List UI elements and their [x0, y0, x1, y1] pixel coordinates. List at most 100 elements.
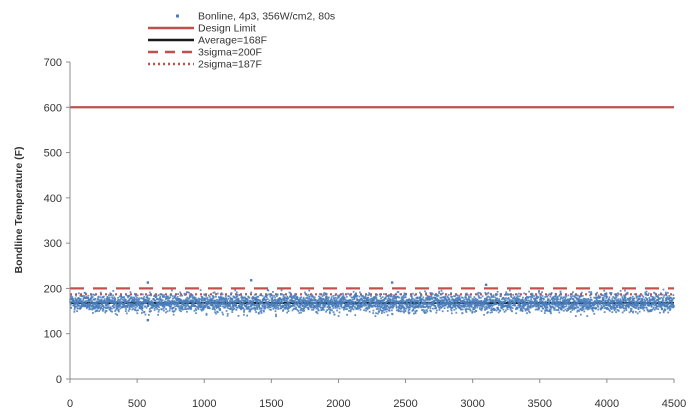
scatter-point: [202, 302, 205, 305]
scatter-point: [385, 295, 388, 297]
scatter-point: [299, 298, 302, 301]
scatter-point: [441, 304, 444, 307]
scatter-point: [446, 295, 449, 298]
scatter-point: [482, 301, 485, 304]
scatter-point: [200, 306, 203, 308]
scatter-point: [386, 304, 389, 307]
scatter-point: [437, 294, 440, 297]
scatter-point: [642, 295, 645, 298]
scatter-point: [82, 302, 85, 305]
scatter-point: [269, 295, 272, 298]
scatter-point: [176, 299, 178, 302]
scatter-point: [490, 296, 493, 299]
scatter-point: [332, 294, 335, 297]
scatter-point: [602, 296, 605, 299]
scatter-point: [103, 298, 106, 300]
scatter-point: [651, 308, 653, 311]
scatter-point: [654, 303, 657, 305]
scatter-point: [424, 306, 427, 309]
scatter-point: [95, 301, 98, 304]
scatter-point: [535, 304, 538, 307]
scatter-point: [310, 295, 313, 298]
scatter-point: [538, 303, 541, 305]
scatter-point: [128, 308, 131, 310]
scatter-point: [85, 296, 88, 299]
scatter-point: [413, 294, 416, 297]
scatter-point: [618, 302, 621, 305]
scatter-point: [410, 300, 413, 303]
scatter-point: [475, 301, 478, 303]
scatter-point: [259, 294, 261, 297]
scatter-point: [169, 305, 172, 308]
scatter-point: [544, 296, 547, 298]
scatter-point: [230, 293, 232, 296]
scatter-point: [507, 303, 510, 306]
scatter-point: [235, 298, 238, 301]
scatter-point: [621, 300, 623, 303]
scatter-point: [608, 296, 611, 299]
scatter-point: [564, 308, 567, 311]
scatter-point: [273, 302, 275, 305]
scatter-point: [648, 302, 651, 304]
scatter-point: [316, 299, 319, 302]
scatter-point: [398, 309, 400, 312]
scatter-point: [459, 298, 462, 301]
scatter-point: [352, 303, 355, 306]
scatter-point: [293, 294, 296, 297]
scatter-point: [242, 307, 244, 310]
scatter-point: [364, 304, 366, 307]
scatter-point: [428, 296, 431, 299]
scatter-point: [307, 297, 309, 300]
scatter-point: [141, 312, 143, 314]
scatter-point: [567, 306, 570, 308]
scatter-point: [164, 300, 166, 303]
scatter-point: [322, 304, 324, 306]
scatter-point: [425, 297, 428, 300]
scatter-point: [662, 296, 665, 299]
scatter-point: [189, 308, 192, 311]
scatter-point: [659, 292, 662, 295]
scatter-point: [389, 304, 392, 306]
scatter-point: [98, 306, 100, 309]
scatter-point: [442, 300, 445, 302]
scatter-point: [91, 305, 93, 308]
scatter-point: [206, 296, 209, 299]
scatter-point: [467, 304, 470, 307]
scatter-point: [117, 304, 120, 307]
scatter-point: [461, 312, 464, 315]
scatter-point: [311, 295, 314, 298]
scatter-point: [161, 293, 164, 296]
scatter-point: [307, 293, 310, 296]
scatter-point: [383, 304, 386, 307]
scatter-point: [378, 300, 381, 303]
scatter-point: [443, 302, 446, 305]
scatter-point: [567, 298, 570, 301]
scatter-point: [165, 304, 168, 307]
scatter-point: [117, 308, 120, 311]
scatter-point: [333, 298, 335, 301]
scatter-point: [295, 300, 298, 303]
scatter-point: [229, 299, 231, 302]
scatter-point: [102, 308, 105, 311]
scatter-point: [579, 301, 582, 303]
scatter-point: [589, 298, 592, 301]
scatter-point: [535, 294, 538, 297]
scatter-point: [464, 305, 467, 308]
scatter-point: [625, 309, 628, 311]
scatter-point: [340, 298, 343, 301]
scatter-point: [206, 303, 209, 306]
scatter-point: [515, 312, 518, 315]
scatter-point: [455, 311, 458, 314]
scatter-point: [92, 293, 95, 296]
scatter-point: [142, 303, 144, 306]
scatter-point: [597, 294, 600, 297]
scatter-point: [453, 303, 456, 306]
scatter-point: [367, 303, 369, 306]
scatter-point: [254, 307, 257, 310]
scatter-point: [603, 307, 606, 310]
scatter-point: [384, 301, 387, 304]
scatter-point: [408, 308, 411, 311]
scatter-point: [481, 307, 484, 310]
scatter-point: [215, 304, 218, 307]
